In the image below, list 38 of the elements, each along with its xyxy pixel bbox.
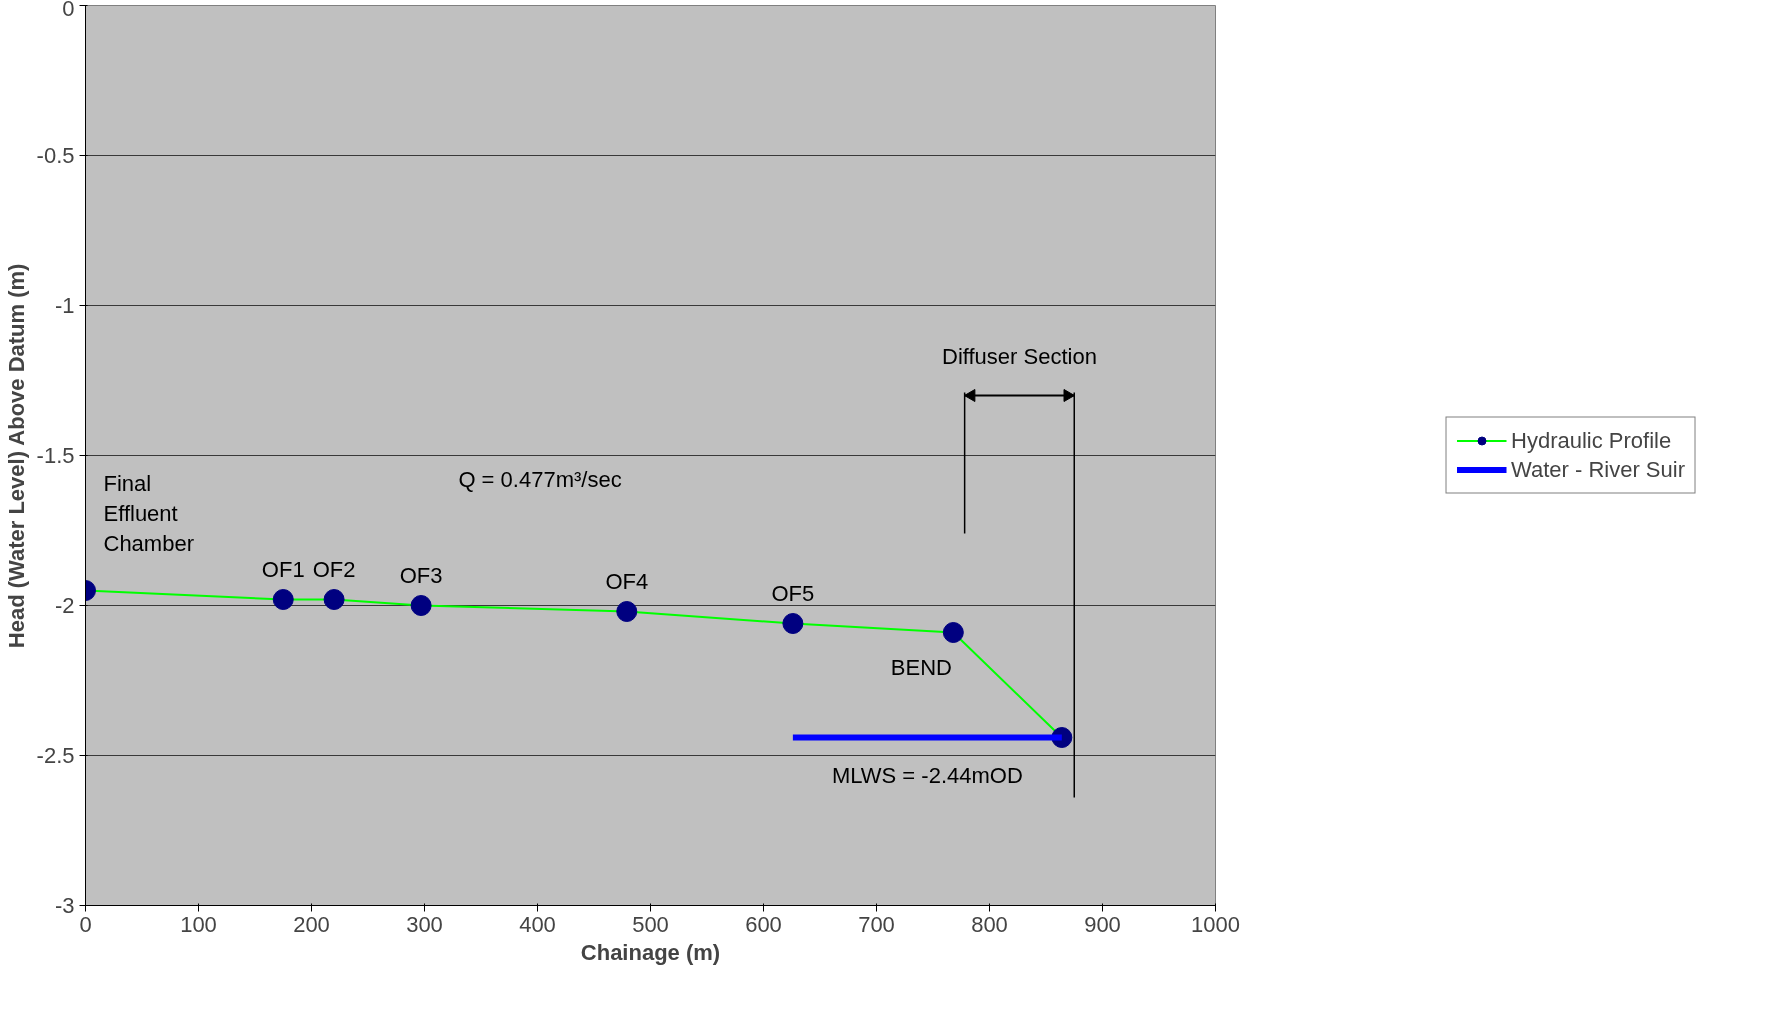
annotation: MLWS = -2.44mOD <box>831 762 1023 788</box>
y-tick-label: -0.5 <box>36 143 75 168</box>
x-tick-label: 700 <box>858 911 895 937</box>
y-tick-label: -1.5 <box>36 443 75 468</box>
y-tick-label: -2 <box>54 593 75 618</box>
annotation: OF4 <box>605 568 649 594</box>
ref-line-label: Diffuser Section <box>942 343 1097 369</box>
y-tick-label: -1 <box>54 293 75 318</box>
x-tick-label: 800 <box>971 911 1008 937</box>
x-tick-label: 900 <box>1084 911 1121 937</box>
point <box>616 601 638 622</box>
x-tick-label: 200 <box>293 911 330 937</box>
x-tick-label: 0 <box>79 911 92 937</box>
y-tick-label: -2.5 <box>36 743 75 768</box>
point <box>410 595 432 616</box>
point <box>323 589 345 610</box>
x-tick-label: 100 <box>180 911 217 937</box>
x-tick-label: 600 <box>745 911 782 937</box>
y-tick-label: 0 <box>62 0 75 21</box>
point <box>272 589 294 610</box>
x-tick-label: 400 <box>519 911 556 937</box>
x-tick-label: 300 <box>406 911 443 937</box>
x-tick-label: 1000 <box>1191 911 1240 937</box>
annotation: OF2 <box>312 556 356 582</box>
point <box>782 613 804 634</box>
annotation: BEND <box>890 654 952 680</box>
annotation: OF5 <box>771 580 815 606</box>
annotation: Q = 0.477m³/sec <box>458 466 622 492</box>
legend-label: Water - River Suir <box>1511 456 1685 483</box>
annotation: OF3 <box>399 562 443 588</box>
x-axis-title: Chainage (m) <box>580 939 721 965</box>
legend-label: Hydraulic Profile <box>1511 427 1672 454</box>
annotation: Final Effluent Chamber <box>103 470 194 556</box>
annotation: OF1 <box>261 556 305 582</box>
x-tick-label: 500 <box>632 911 669 937</box>
y-axis-title: Head (Water Level) Above Datum (m) <box>3 263 29 649</box>
point <box>942 622 964 643</box>
y-tick-label: -3 <box>54 893 75 918</box>
